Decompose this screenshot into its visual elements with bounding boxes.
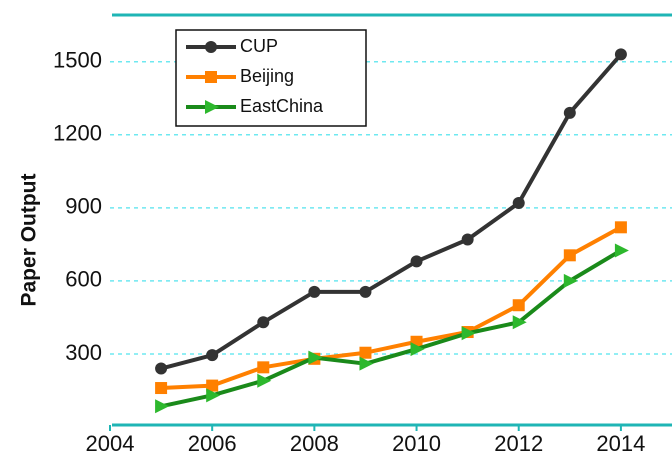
- y-tick-label: 1200: [53, 121, 102, 146]
- marker: [205, 100, 219, 114]
- marker: [359, 346, 372, 359]
- marker: [512, 196, 525, 209]
- marker: [308, 285, 321, 298]
- marker: [614, 243, 629, 258]
- marker: [155, 399, 170, 414]
- marker: [461, 233, 474, 246]
- marker: [257, 316, 270, 329]
- x-tick-label: 2014: [596, 431, 645, 452]
- marker: [206, 388, 221, 403]
- marker: [563, 273, 578, 288]
- marker: [359, 356, 374, 371]
- series-line: [160, 248, 622, 409]
- series-line: [160, 53, 623, 371]
- marker: [359, 285, 372, 298]
- legend-label: EastChina: [240, 96, 324, 116]
- marker: [205, 71, 217, 83]
- y-axis-label: Paper Output: [18, 173, 41, 306]
- marker: [205, 41, 217, 53]
- legend-label: Beijing: [240, 66, 294, 86]
- marker: [563, 106, 576, 119]
- marker: [410, 342, 425, 357]
- marker: [614, 221, 627, 234]
- marker: [461, 326, 476, 341]
- marker: [614, 48, 627, 61]
- y-tick-label: 300: [65, 340, 102, 365]
- marker: [308, 350, 323, 365]
- series-line: [160, 225, 622, 391]
- y-tick-label: 1500: [53, 48, 102, 73]
- marker: [257, 373, 272, 388]
- legend-label: CUP: [240, 36, 278, 56]
- marker: [206, 349, 219, 362]
- x-tick-label: 2010: [392, 431, 441, 452]
- x-tick-label: 2008: [290, 431, 339, 452]
- y-tick-label: 600: [65, 267, 102, 292]
- marker: [512, 299, 525, 312]
- y-tick-label: 900: [65, 194, 102, 219]
- x-tick-label: 2006: [188, 431, 237, 452]
- marker: [563, 249, 576, 262]
- marker: [410, 255, 423, 268]
- marker: [206, 379, 219, 392]
- marker: [257, 361, 270, 374]
- marker: [512, 315, 527, 330]
- x-tick-label: 2012: [494, 431, 543, 452]
- marker: [155, 382, 168, 395]
- marker: [155, 362, 168, 375]
- x-tick-label: 2004: [86, 431, 135, 452]
